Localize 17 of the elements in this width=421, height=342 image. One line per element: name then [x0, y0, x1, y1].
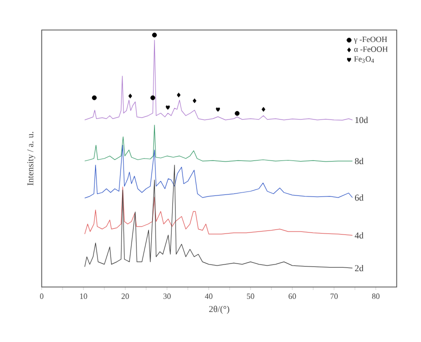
point — [128, 94, 132, 98]
point — [234, 111, 240, 116]
series-label: 2d — [355, 264, 364, 272]
series-label: 4d — [354, 232, 364, 239]
point — [262, 106, 266, 112]
point — [176, 92, 181, 98]
series-label: 10d — [355, 116, 368, 124]
point — [166, 105, 170, 110]
point — [150, 95, 156, 100]
x-axis-title: 2θ/(°) — [209, 306, 230, 314]
point — [152, 32, 157, 38]
series-label: 6d — [355, 194, 364, 201]
y-axis-title: Intensity / a. u. — [27, 132, 36, 186]
point — [216, 108, 220, 112]
point — [192, 98, 196, 104]
series-label: 8d — [354, 158, 364, 164]
point — [92, 95, 97, 100]
